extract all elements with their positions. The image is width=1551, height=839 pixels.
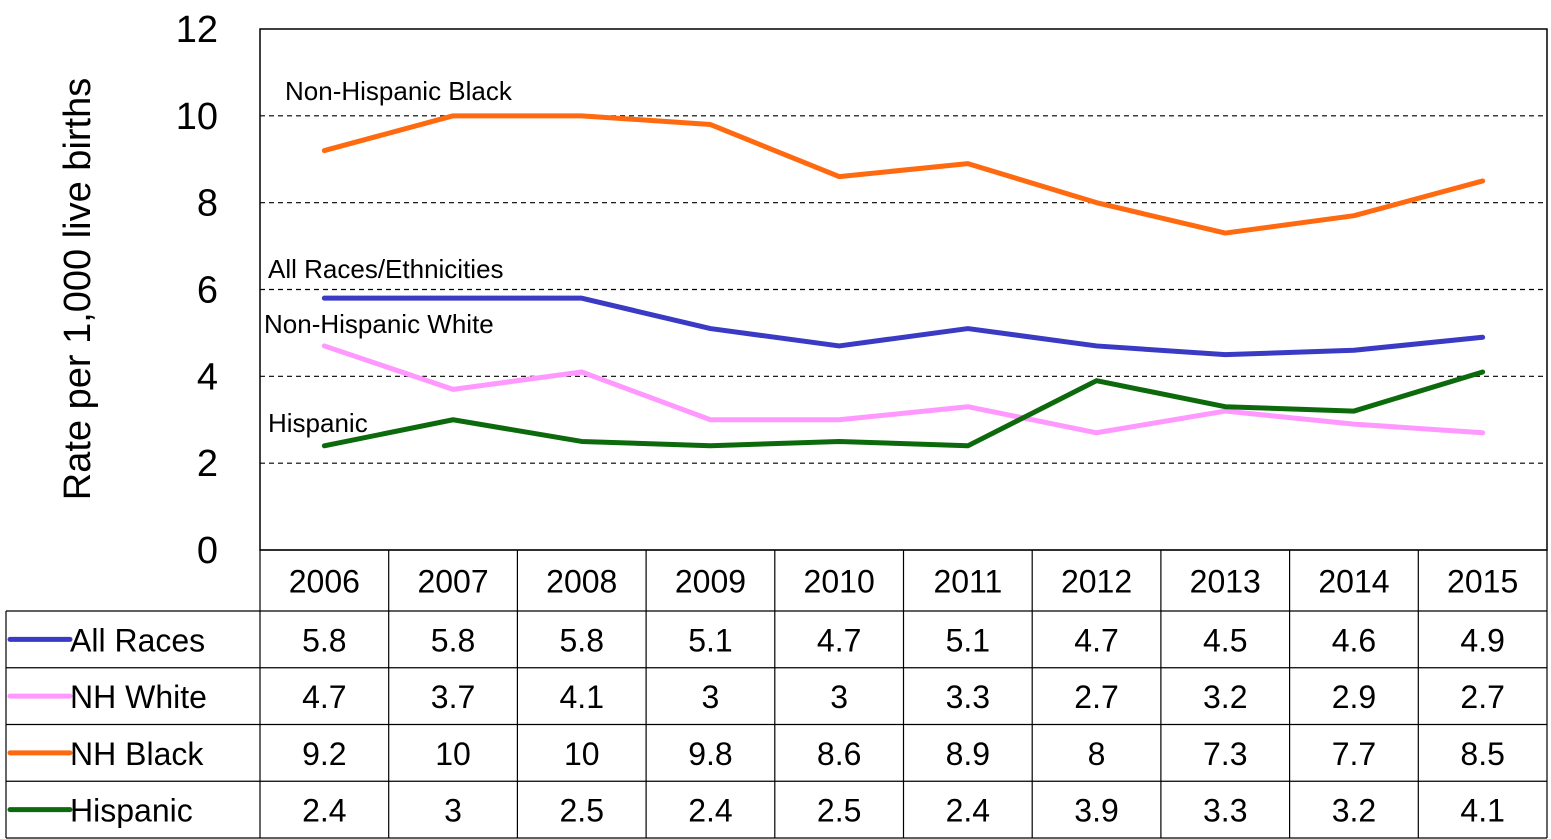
table-cell: 5.1 xyxy=(946,622,990,658)
data-table: 2006 2007 2008 2009 2010 2011 2012 2013 2014 2015… xyxy=(5,549,1548,839)
table-cell: 8.9 xyxy=(946,736,990,772)
table-cell: 4.1 xyxy=(1460,793,1504,829)
y-tick-label: 0 xyxy=(197,530,218,572)
x-category-label: 2011 xyxy=(933,564,1002,600)
table-cell: 10 xyxy=(435,736,471,772)
series-line-hispanic xyxy=(321,369,1486,449)
table-cell: 2.7 xyxy=(1074,679,1118,715)
table-cell: 4.7 xyxy=(302,679,346,715)
table-cell: 4.9 xyxy=(1460,622,1504,658)
table-cell: 3.2 xyxy=(1332,793,1376,829)
table-cell: 3 xyxy=(702,679,720,715)
table-cell: 5.8 xyxy=(302,622,346,658)
series-line-nh-white xyxy=(321,343,1486,436)
table-cell: 4.6 xyxy=(1332,622,1376,658)
x-category-label: 2009 xyxy=(675,564,746,600)
table-cell: 2.5 xyxy=(817,793,861,829)
table-cell: 3 xyxy=(830,679,848,715)
x-category-label: 2010 xyxy=(804,564,875,600)
series-label-nh-white: Non-Hispanic White xyxy=(264,309,494,339)
table-row-label: NH White xyxy=(70,679,207,715)
table-cell: 5.8 xyxy=(560,622,604,658)
table-cell: 3.3 xyxy=(1203,793,1247,829)
table-cell: 4.1 xyxy=(560,679,604,715)
table-cell: 3 xyxy=(444,793,462,829)
x-category-label: 2013 xyxy=(1190,564,1261,600)
table-row-label: NH Black xyxy=(70,736,204,772)
y-tick-label: 10 xyxy=(176,96,218,138)
x-category-label: 2015 xyxy=(1447,564,1518,600)
table-cell: 2.7 xyxy=(1460,679,1504,715)
table-cell: 3.9 xyxy=(1074,793,1118,829)
table-cell: 3.2 xyxy=(1203,679,1247,715)
series-label-hispanic: Hispanic xyxy=(268,408,368,438)
series-label-nh-black: Non-Hispanic Black xyxy=(285,76,513,106)
table-cell: 7.7 xyxy=(1332,736,1376,772)
x-category-label: 2014 xyxy=(1318,564,1389,600)
y-tick-label: 12 xyxy=(176,9,218,51)
table-cell: 2.5 xyxy=(560,793,604,829)
table-cell: 3.7 xyxy=(431,679,475,715)
table-cell: 2.4 xyxy=(946,793,990,829)
y-axis-label: Rate per 1,000 live births xyxy=(57,78,99,500)
table-cell: 5.8 xyxy=(431,622,475,658)
table-row-label: All Races xyxy=(70,622,205,658)
y-axis-ticks: 0 2 4 6 8 10 12 xyxy=(176,9,218,572)
table-cell: 4.7 xyxy=(817,622,861,658)
y-tick-label: 6 xyxy=(197,270,218,312)
series-line-all-races xyxy=(321,295,1486,358)
table-cell: 8.6 xyxy=(817,736,861,772)
table-cell: 5.1 xyxy=(688,622,732,658)
x-category-label: 2008 xyxy=(546,564,617,600)
x-category-label: 2006 xyxy=(289,564,360,600)
table-cell: 8.5 xyxy=(1460,736,1504,772)
gridlines xyxy=(260,115,1547,464)
table-cell: 7.3 xyxy=(1203,736,1247,772)
table-cell: 4.5 xyxy=(1203,622,1247,658)
series-line-nh-black xyxy=(321,113,1486,236)
table-row-label: Hispanic xyxy=(70,793,193,829)
table-cell: 9.2 xyxy=(302,736,346,772)
table-cell: 3.3 xyxy=(946,679,990,715)
y-tick-label: 4 xyxy=(197,356,218,398)
y-tick-label: 8 xyxy=(197,183,218,225)
y-tick-label: 2 xyxy=(197,443,218,485)
series-lines xyxy=(321,113,1486,449)
table-cell: 10 xyxy=(564,736,600,772)
table-cell: 2.4 xyxy=(688,793,732,829)
series-label-all-races: All Races/Ethnicities xyxy=(268,254,504,284)
table-cell: 2.4 xyxy=(302,793,346,829)
table-cell: 9.8 xyxy=(688,736,732,772)
x-category-label: 2012 xyxy=(1061,564,1132,600)
x-category-label: 2007 xyxy=(417,564,488,600)
table-cell: 8 xyxy=(1088,736,1106,772)
series-labels: Non-Hispanic Black All Races/Ethnicities N… xyxy=(264,76,513,438)
table-cell: 4.7 xyxy=(1074,622,1118,658)
table-cell: 2.9 xyxy=(1332,679,1376,715)
